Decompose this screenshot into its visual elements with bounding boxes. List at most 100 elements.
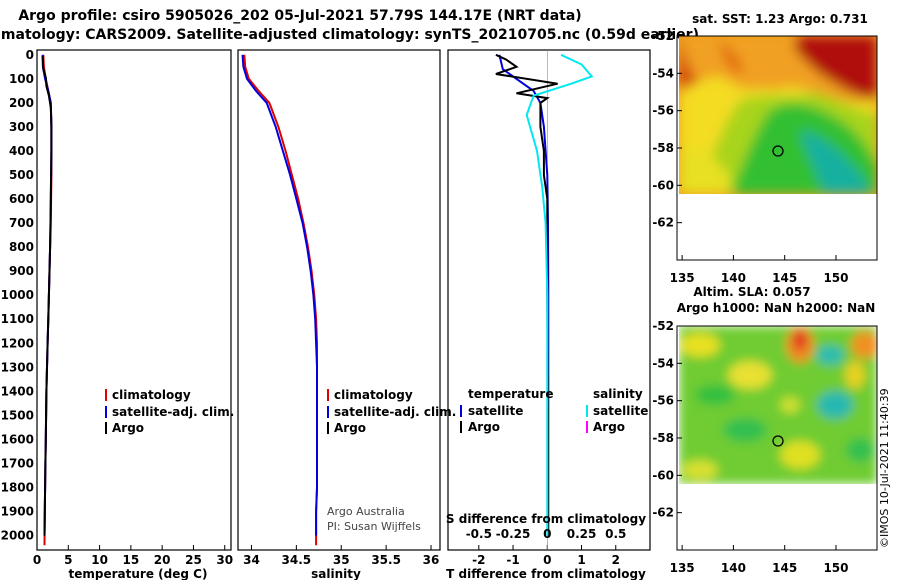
depth-tick-label: 500: [9, 168, 34, 182]
s-difference-tick-label: -0.25: [496, 527, 531, 541]
figure-title-line2: Climatology: CARS2009. Satellite-adjuste…: [0, 27, 699, 43]
temperature-satellite-adj-clim--line: [41, 54, 53, 536]
temperature-x-tick-label: 0: [33, 553, 41, 567]
legend-label-argo: Argo: [334, 421, 366, 435]
legend-label-satellite: satellite-adj. clim.: [112, 405, 234, 419]
legend-label-climatology: climatology: [112, 388, 191, 402]
credit-line-1: Argo Australia: [327, 505, 405, 518]
lon-tick-label: 135: [670, 561, 695, 575]
depth-tick-label: 200: [9, 96, 34, 110]
lat-tick-label: -52: [652, 29, 674, 43]
depth-tick-label: 1600: [1, 432, 34, 446]
legend-label-sal-satellite: satellite: [593, 404, 648, 418]
legend-label-temp-argo: Argo: [468, 420, 500, 434]
depth-tick-label: 1800: [1, 481, 34, 495]
difference-x-tick-label: -1: [506, 553, 519, 567]
depth-axis: 0 100 200 300 400 500 600 700 800 900 1000 1100 1200…: [1, 48, 34, 543]
imos-credit-stamp: ©IMOS 10-Jul-2021 11:40:39: [878, 388, 891, 548]
temperature-x-tick-label: 15: [123, 553, 140, 567]
depth-tick-label: 1000: [1, 288, 34, 302]
lon-tick-label: 150: [823, 271, 848, 285]
legend-label-sal-argo: Argo: [593, 420, 625, 434]
sst-map: [676, 35, 878, 262]
difference-x-tick-label: 1: [577, 553, 585, 567]
salinity-legend: climatology satellite-adj. clim. Argo: [327, 388, 456, 435]
lon-tick-label: 145: [772, 271, 797, 285]
temperature-x-tick-label: 30: [216, 553, 233, 567]
depth-tick-label: 700: [9, 216, 34, 230]
depth-tick-label: 1500: [1, 408, 34, 422]
depth-tick-label: 400: [9, 144, 34, 158]
difference-plot-frame: [447, 49, 651, 551]
depth-tick-label: 100: [9, 72, 34, 86]
salinity-x-tick-label: 35.5: [371, 553, 401, 567]
figure-title-line1: Argo profile: csiro 5905026_202 05-Jul-2…: [18, 8, 581, 24]
legend-label-climatology: climatology: [334, 388, 413, 402]
depth-tick-label: 300: [9, 120, 34, 134]
depth-tick-label: 900: [9, 264, 34, 278]
lat-tick-label: -58: [652, 141, 674, 155]
legend-header-salinity: salinity: [593, 387, 643, 401]
lon-tick-label: 140: [721, 561, 746, 575]
profile-lines: [41, 53, 594, 546]
depth-tick-label: 2000: [1, 529, 34, 543]
x-axis-ticks: 0 5 10 15 20 25 30 34 34.5 35 35.5 36 -2 -1 0 1 2: [33, 50, 620, 567]
lon-tick-label: 140: [721, 271, 746, 285]
s-difference-tick-label: 0: [543, 527, 551, 541]
temperature-x-tick-label: 25: [185, 553, 202, 567]
s-difference-tick-label: 0.5: [605, 527, 626, 541]
float-position-marker: [772, 435, 784, 447]
salinity-satellite-adj-clim--line: [241, 54, 318, 536]
temperature-x-tick-label: 10: [91, 553, 108, 567]
lat-tick-label: -62: [652, 216, 674, 230]
s-difference-tick-label: -0.5: [466, 527, 492, 541]
salinity-x-tick-label: 34: [243, 553, 260, 567]
credit-line-2: PI: Susan Wijffels: [327, 520, 421, 533]
temperature-argo-line: [41, 55, 53, 536]
sla-map-axes: -52 -54 -56 -58 -60 -62 135 140 145 150: [652, 319, 848, 575]
lat-tick-label: -60: [652, 468, 674, 482]
sla-map: [676, 325, 878, 552]
difference-salinity-satellite-line: [525, 53, 594, 536]
salinity-climatology-line: [243, 54, 318, 546]
sst-map-title: sat. SST: 1.23 Argo: 0.731: [692, 12, 868, 26]
sst-map-axes: -52 -54 -56 -58 -60 -62 135 140 145 150: [652, 29, 848, 285]
depth-tick-label: 1300: [1, 360, 34, 374]
temperature-x-tick-label: 20: [154, 553, 171, 567]
depth-tick-label: 1700: [1, 456, 34, 470]
depth-tick-label: 1200: [1, 336, 34, 350]
lat-tick-label: -60: [652, 178, 674, 192]
s-difference-axis-label: S difference from climatology: [446, 512, 646, 526]
depth-tick-label: 1100: [1, 312, 34, 326]
depth-tick-label: 800: [9, 240, 34, 254]
difference-x-axis-label: T difference from climatology: [446, 567, 646, 580]
legend-label-temp-satellite: satellite: [468, 404, 523, 418]
lat-tick-label: -62: [652, 506, 674, 520]
salinity-x-tick-label: 35: [333, 553, 350, 567]
lon-tick-label: 150: [823, 561, 848, 575]
float-position-marker: [772, 145, 784, 157]
lat-tick-label: -52: [652, 319, 674, 333]
difference-legend: temperature satellite Argo salinity sate…: [460, 387, 648, 434]
sla-map-subtitle: Argo h1000: NaN h2000: NaN: [677, 301, 876, 315]
difference-x-tick-label: 0: [543, 553, 551, 567]
legend-label-satellite: satellite-adj. clim.: [334, 405, 456, 419]
depth-tick-label: 1900: [1, 505, 34, 519]
lat-tick-label: -54: [652, 66, 674, 80]
legend-header-temperature: temperature: [468, 387, 553, 401]
sla-map-title: Altim. SLA: 0.057: [693, 285, 810, 299]
legend-label-argo: Argo: [112, 421, 144, 435]
lat-tick-label: -58: [652, 431, 674, 445]
lat-tick-label: -56: [652, 104, 674, 118]
temperature-x-tick-label: 5: [64, 553, 72, 567]
temperature-plot-frame: [36, 49, 232, 551]
salinity-x-axis-label: salinity: [311, 567, 361, 580]
salinity-plot-frame: [237, 49, 441, 551]
s-difference-tick-labels: -0.5 -0.25 0 0.25 0.5: [466, 527, 627, 541]
lon-tick-label: 145: [772, 561, 797, 575]
temperature-x-axis-label: temperature (deg C): [69, 567, 208, 580]
salinity-x-tick-label: 36: [423, 553, 440, 567]
lat-tick-label: -54: [652, 356, 674, 370]
difference-x-tick-label: -2: [472, 553, 485, 567]
